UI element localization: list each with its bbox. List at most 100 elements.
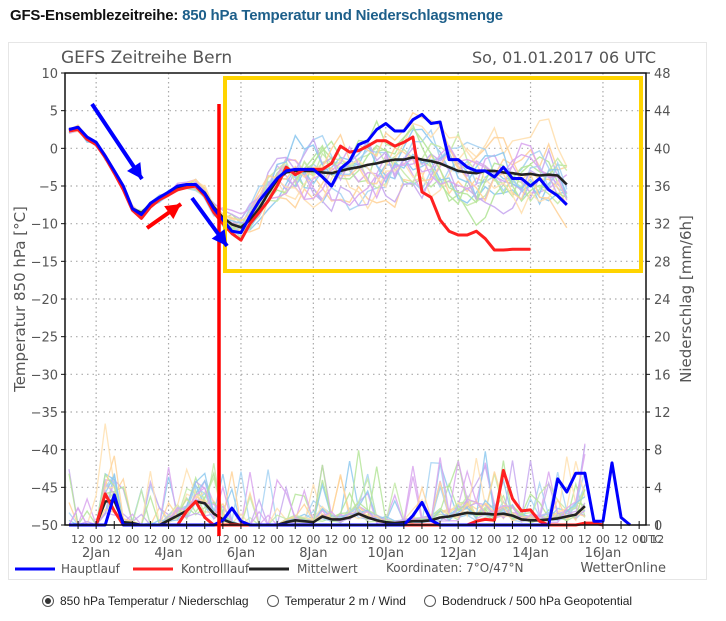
x-tick-label: 12 (433, 533, 447, 546)
chart-type-selector: 850 hPa Temperatur / Niederschlag Temper… (42, 594, 632, 608)
y2-tick-label: 44 (654, 105, 671, 120)
x-tick-label: 00 (125, 533, 139, 546)
x-tick-label: 12 (143, 533, 157, 546)
y2-tick-label: 4 (654, 481, 662, 496)
x-day-label: 2Jan (82, 546, 110, 561)
x-tick-label: 00 (234, 533, 248, 546)
radio-circle[interactable] (42, 595, 54, 607)
x-tick-label: 00 (162, 533, 176, 546)
y2-tick-label: 0 (654, 519, 662, 534)
y2-tick-label: 12 (654, 406, 671, 421)
y2-tick-label: 24 (654, 293, 671, 308)
y2-tick-label: 20 (654, 331, 671, 346)
x-tick-label: 12 (469, 533, 483, 546)
grid (65, 73, 646, 525)
y-tick-label: −40 (31, 444, 58, 459)
y2-axis-label: Niederschlag [mm/6h] (677, 215, 695, 383)
y-tick-label: −15 (31, 255, 58, 270)
x-tick-label: 12 (288, 533, 302, 546)
x-tick-label: 00 (89, 533, 103, 546)
x-tick-label: 12 (252, 533, 266, 546)
blue-arrow-1-head (127, 162, 142, 179)
y-tick-label: −25 (31, 331, 58, 346)
x-tick-label: 00 (560, 533, 574, 546)
x-tick-label: 12 (324, 533, 338, 546)
y-axis-label: Temperatur 850 hPa [°C] (11, 206, 29, 393)
x-day-label: 16Jan (585, 546, 622, 561)
x-day-label: 14Jan (512, 546, 549, 561)
x-day-label: 6Jan (227, 546, 255, 561)
y2-tick-label: 48 (654, 67, 671, 82)
radio-bodendruck[interactable]: Bodendruck / 500 hPa Geopotential (423, 594, 633, 608)
x-tick-label: 12 (542, 533, 556, 546)
x-tick-label: 00 (306, 533, 320, 546)
x-day-label: 12Jan (440, 546, 477, 561)
annotations (90, 76, 643, 536)
y2-tick-label: 16 (654, 368, 671, 383)
x-tick-label: 12 (397, 533, 411, 546)
x-axis: 12 00 12 00 12 00 12 00 12 00 12 00 12 00 12 00 12 00 12 00… (71, 521, 664, 561)
highlight-box (223, 76, 643, 273)
y-tick-label: −20 (31, 293, 58, 308)
x-tick-label: 00 (198, 533, 212, 546)
x-tick-label: 00 (343, 533, 357, 546)
x-tick-label: 00 (632, 533, 646, 546)
chart-title: GEFS Zeitreihe Bern (61, 48, 232, 68)
footer-coordinates: Koordinaten: 7°O/47°N (386, 561, 524, 575)
x-tick-label: 12 (578, 533, 592, 546)
x-tick-label: 00 (270, 533, 284, 546)
x-tick-label: 12 (505, 533, 519, 546)
x-day-label: 4Jan (154, 546, 182, 561)
x-tick-label: 12 (71, 533, 85, 546)
radio-label: 850 hPa Temperatur / Niederschlag (60, 594, 249, 608)
y-tick-label: −5 (39, 180, 58, 195)
y-tick-label: 5 (50, 105, 58, 120)
y-tick-label: −50 (31, 519, 58, 534)
x-tick-label: 00 (596, 533, 610, 546)
y-tick-label: 10 (41, 67, 58, 82)
radio-selected-dot (45, 598, 51, 604)
blue-arrow-1-shaft (90, 102, 144, 181)
x-tick-label: 12 (614, 533, 628, 546)
radio-850hpa[interactable]: 850 hPa Temperatur / Niederschlag (42, 594, 249, 608)
plot-frame (64, 72, 647, 526)
radio-label: Bodendruck / 500 hPa Geopotential (441, 594, 633, 608)
red-arrow-head (164, 204, 181, 220)
y-tick-label: −30 (31, 368, 58, 383)
y2-tick-label: 8 (654, 444, 662, 459)
page-heading: GFS-Ensemblezeitreihe: 850 hPa Temperatu… (10, 7, 503, 24)
x-day-label: 8Jan (299, 546, 327, 561)
legend-label: Hauptlauf (61, 562, 121, 576)
y-axis-left: 10 5 0 −5 −10 −15 −20 −25 −30 −35 −40 −45 −50 (31, 67, 65, 534)
x-tick-label: 12 (180, 533, 194, 546)
blue-arrow-2-head (211, 229, 227, 246)
y2-tick-label: 36 (654, 180, 671, 195)
chart-container: GEFS Zeitreihe Bern So, 01.01.2017 06 UT… (8, 42, 707, 580)
x-day-label: 10Jan (367, 546, 404, 561)
y-tick-label: −45 (31, 481, 58, 496)
radio-temperatur-2m[interactable]: Temperatur 2 m / Wind (266, 594, 406, 608)
x-tick-label: 12 (216, 533, 230, 546)
y2-tick-label: 40 (654, 142, 671, 157)
legend-label: Mittelwert (297, 562, 358, 576)
y2-tick-label: 28 (654, 255, 671, 270)
heading-prefix: GFS-Ensemblezeitreihe: (10, 7, 179, 24)
chart-run-label: So, 01.01.2017 06 UTC (472, 48, 656, 67)
y2-tick-label: 32 (654, 218, 671, 233)
y-tick-label: −10 (31, 218, 58, 233)
x-unit-label: UTC (640, 533, 662, 546)
ensemble-chart: GEFS Zeitreihe Bern So, 01.01.2017 06 UT… (11, 48, 695, 576)
x-tick-label: 12 (361, 533, 375, 546)
x-tick-label: 00 (451, 533, 465, 546)
legend-label: Kontrolllauf (181, 562, 250, 576)
series-kontrolllauf (68, 128, 531, 252)
x-tick-label: 00 (524, 533, 538, 546)
x-tick-label: 12 (107, 533, 121, 546)
footer-source: WetterOnline (580, 561, 666, 576)
series-hauptlauf (68, 112, 568, 235)
radio-label: Temperatur 2 m / Wind (284, 594, 406, 608)
radio-circle[interactable] (266, 595, 279, 607)
radio-circle[interactable] (423, 595, 436, 607)
x-tick-label: 00 (487, 533, 501, 546)
